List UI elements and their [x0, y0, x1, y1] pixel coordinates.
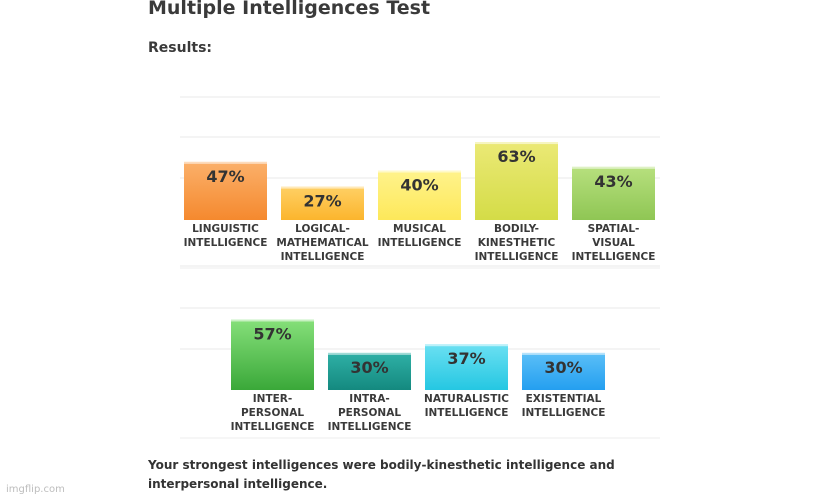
chart-row-1: 47% LINGUISTIC INTELLIGENCE 27% LOGICAL- MATH… — [180, 96, 660, 269]
bar-highlight — [522, 352, 605, 355]
category-label: LOGICAL- — [295, 223, 350, 235]
bar-0-1 — [281, 186, 364, 220]
category-label: BODILY- — [494, 223, 539, 235]
value-label: 63% — [497, 147, 535, 166]
category-label: INTRA- — [349, 393, 389, 405]
category-label: VISUAL — [592, 237, 635, 249]
bar-highlight — [184, 161, 267, 164]
bar-highlight — [572, 166, 655, 169]
category-label: INTELLIGENCE — [281, 251, 365, 263]
category-label: MATHEMATICAL — [276, 237, 369, 249]
category-label: SPATIAL- — [588, 223, 640, 235]
conclusion-text: Your strongest intelligences were bodily… — [148, 458, 615, 491]
category-label: INTELLIGENCE — [328, 421, 412, 433]
results-charts: 47% LINGUISTIC INTELLIGENCE 27% LOGICAL- MATH… — [180, 96, 660, 439]
bar-1-3 — [522, 352, 605, 390]
category-label: NATURALISTIC — [424, 393, 509, 405]
category-label: MUSICAL — [393, 223, 446, 235]
category-label: INTELLIGENCE — [572, 251, 656, 263]
bar-highlight — [425, 344, 508, 347]
category-label: INTELLIGENCE — [378, 237, 462, 249]
category-label: INTELLIGENCE — [231, 421, 315, 433]
bar-0-2 — [378, 170, 461, 220]
bar-1-1 — [328, 352, 411, 390]
category-label: INTER- — [253, 393, 292, 405]
category-label: INTELLIGENCE — [425, 407, 509, 419]
bar-highlight — [475, 142, 558, 145]
category-label: PERSONAL — [338, 407, 401, 419]
bar-highlight — [281, 186, 364, 189]
value-label: 40% — [400, 176, 438, 195]
bar-0-0 — [184, 161, 267, 220]
chart-row-2: 57% INTER- PERSONAL INTELLIGENCE 30% INTRA- PE… — [180, 265, 660, 439]
bar-1-2 — [425, 344, 508, 390]
value-label: 37% — [447, 349, 485, 368]
bar-highlight — [378, 170, 461, 173]
category-label: INTELLIGENCE — [184, 237, 268, 249]
category-label: LINGUISTIC — [192, 223, 259, 235]
bar-highlight — [231, 319, 314, 322]
value-label: 30% — [544, 358, 582, 377]
value-label: 43% — [594, 172, 632, 191]
bar-0-3 — [475, 142, 558, 220]
value-label: 27% — [303, 192, 341, 211]
category-label: PERSONAL — [241, 407, 304, 419]
category-label: KINESTHETIC — [478, 237, 556, 249]
value-label: 47% — [206, 167, 244, 186]
category-label: INTELLIGENCE — [475, 251, 559, 263]
value-label: 57% — [253, 324, 291, 343]
imgflip-watermark: imgflip.com — [6, 484, 65, 495]
bar-highlight — [328, 352, 411, 355]
value-label: 30% — [350, 358, 388, 377]
page-title: Multiple Intelligences Test — [148, 0, 431, 19]
bar-0-4 — [572, 166, 655, 220]
bar-1-0 — [231, 319, 314, 390]
results-label: Results: — [148, 40, 212, 56]
category-label: INTELLIGENCE — [522, 407, 606, 419]
category-label: EXISTENTIAL — [526, 393, 602, 405]
